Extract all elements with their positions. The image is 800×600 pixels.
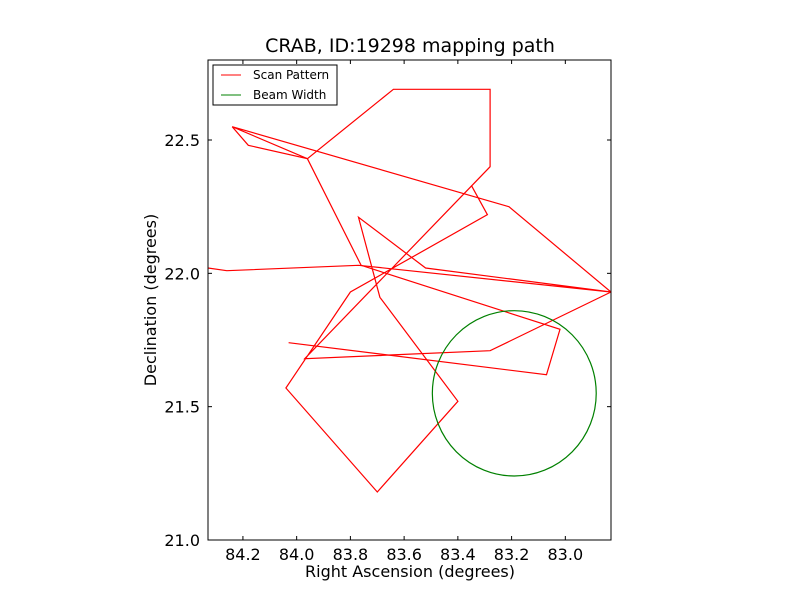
- x-tick-label: 83.0: [548, 545, 584, 564]
- y-tick-label: 22.5: [164, 131, 200, 150]
- x-tick-label: 83.8: [333, 545, 369, 564]
- x-tick-label: 84.2: [225, 545, 261, 564]
- legend-label-beam-width: Beam Width: [253, 88, 326, 102]
- plot-area: [208, 60, 611, 540]
- y-tick-label: 21.5: [164, 398, 200, 417]
- x-tick-label: 84.0: [279, 545, 315, 564]
- y-axis-label: Declination (degrees): [141, 214, 160, 386]
- series-layer: [208, 88, 611, 493]
- legend-box: [212, 64, 338, 106]
- x-tick-label: 83.6: [386, 545, 422, 564]
- scan-pattern-line-1: [208, 88, 611, 493]
- x-tick-label: 83.2: [494, 545, 530, 564]
- chart-title: CRAB, ID:19298 mapping path: [265, 35, 555, 57]
- x-tick-label: 83.4: [440, 545, 476, 564]
- legend: Scan Pattern Beam Width: [212, 64, 338, 106]
- plot-frame: [207, 59, 612, 541]
- x-axis-label: Right Ascension (degrees): [305, 562, 515, 581]
- y-tick-label: 22.0: [164, 264, 200, 283]
- scan-pattern-line-2: [231, 126, 561, 376]
- y-tick-label: 21.0: [164, 531, 200, 550]
- legend-label-scan-pattern: Scan Pattern: [253, 68, 329, 82]
- tick-layer: 84.2 84.0 83.8 83.6 83.4 83.2 83.0 21.0 21.5 22.0…: [164, 60, 611, 564]
- beam-width-circle: [431, 310, 597, 477]
